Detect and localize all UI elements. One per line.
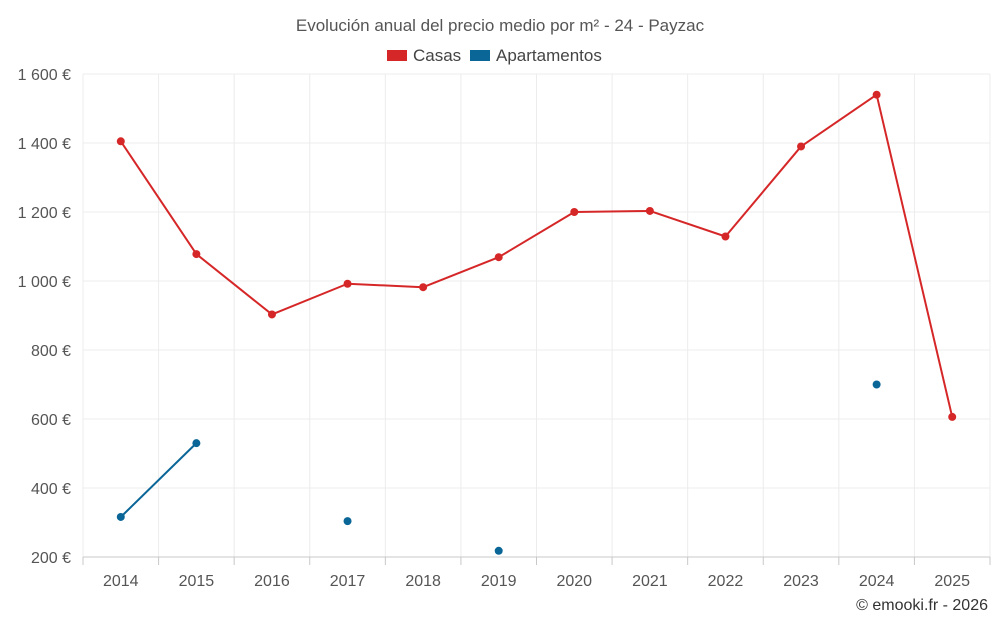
data-point-casas[interactable]: Casas 2025: 606 € xyxy=(948,412,957,421)
data-point-casas[interactable]: Casas 2016: 903 € xyxy=(267,310,276,319)
y-tick-label: 800 € xyxy=(31,343,71,360)
series-line-segment-casas xyxy=(195,253,273,316)
x-tick-label: 2015 xyxy=(179,573,215,590)
data-point-casas[interactable]: Casas 2021: 1203 € xyxy=(645,206,654,215)
x-tick-label: 2023 xyxy=(783,573,819,590)
x-tick-label: 2016 xyxy=(254,573,290,590)
y-tick-label: 600 € xyxy=(31,412,71,429)
series-line-segment-casas xyxy=(724,145,803,238)
x-tick-label: 2017 xyxy=(330,573,366,590)
x-tick-label: 2014 xyxy=(103,573,139,590)
legend-swatch-apartamentos xyxy=(470,50,490,61)
x-tick-label: 2019 xyxy=(481,573,517,590)
legend-item-casas[interactable]: Casas xyxy=(387,46,461,65)
legend: Casas Apartamentos xyxy=(387,46,602,65)
y-tick-label: 1 200 € xyxy=(18,205,71,222)
series-line-segment-apartamentos xyxy=(119,442,198,518)
x-tick-label: 2021 xyxy=(632,573,668,590)
legend-swatch-casas xyxy=(387,50,407,61)
data-point-casas[interactable]: Casas 2024: 1540 € xyxy=(872,90,881,99)
data-point-apartamentos[interactable]: Apartamentos 2014: 316 € xyxy=(116,512,125,521)
data-point-apartamentos[interactable]: Apartamentos 2024: 700 € xyxy=(872,380,881,389)
data-point-casas[interactable]: Casas 2023: 1390 € xyxy=(797,142,806,151)
y-tick-label: 1 600 € xyxy=(18,67,71,84)
data-point-casas[interactable]: Casas 2015: 1078 € xyxy=(192,250,201,259)
data-point-casas[interactable]: Casas 2019: 1069 € xyxy=(494,253,503,262)
x-tick-label: 2018 xyxy=(405,573,441,590)
x-tick-label: 2024 xyxy=(859,573,895,590)
y-tick-label: 1 000 € xyxy=(18,274,71,291)
series-line-segment-casas xyxy=(422,256,500,289)
legend-label-casas: Casas xyxy=(413,46,461,65)
x-tick-label: 2025 xyxy=(934,573,970,590)
x-tick-label: 2020 xyxy=(556,573,592,590)
y-tick-label: 1 400 € xyxy=(18,136,71,153)
series-line-segment-casas xyxy=(119,140,198,256)
series-line-segment-casas xyxy=(497,211,576,259)
credit-text: © emooki.fr - 2026 xyxy=(856,597,988,614)
y-tick-label: 400 € xyxy=(31,481,71,498)
data-point-apartamentos[interactable]: Apartamentos 2015: 530 € xyxy=(192,439,201,448)
series: Casas 2014: 1405 € Casas 2015: 1078 € Casa… xyxy=(116,90,957,555)
series-line-segment-casas xyxy=(875,93,954,418)
chart-title: Evolución anual del precio medio por m² … xyxy=(296,16,705,35)
data-point-casas[interactable]: Casas 2017: 992 € xyxy=(343,279,352,288)
x-tick-label: 2022 xyxy=(708,573,744,590)
y-tick-label: 200 € xyxy=(31,550,71,567)
data-point-casas[interactable]: Casas 2014: 1405 € xyxy=(116,137,125,146)
series-line-segment-casas xyxy=(800,93,878,148)
axes: 200 € 400 € 600 € 800 € 1 000 € 1 200 € 1 400 … xyxy=(18,67,991,590)
series-line-segment-casas xyxy=(346,282,425,289)
grid xyxy=(82,73,991,557)
data-point-casas[interactable]: Casas 2022: 1129 € xyxy=(721,232,730,241)
data-point-apartamentos[interactable]: Apartamentos 2017: 304 € xyxy=(343,517,352,526)
series-line-segment-casas xyxy=(573,209,651,213)
data-point-casas[interactable]: Casas 2018: 982 € xyxy=(419,283,428,292)
series-line-segment-casas xyxy=(270,282,349,316)
legend-label-apartamentos: Apartamentos xyxy=(496,46,602,65)
data-point-apartamentos[interactable]: Apartamentos 2019: 218 € xyxy=(494,546,503,555)
legend-item-apartamentos[interactable]: Apartamentos xyxy=(470,46,602,65)
series-line-segment-casas xyxy=(648,209,727,238)
